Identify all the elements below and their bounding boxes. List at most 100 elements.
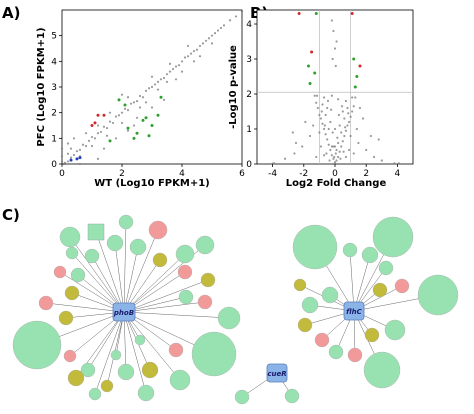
data-point-gray [150,106,154,109]
data-point-gray [147,87,151,90]
network-node [67,369,85,387]
network-node [110,349,122,361]
data-point-gray [234,15,238,18]
data-point-gray [228,19,232,22]
data-point-gray [319,145,323,148]
y-tick-label: 4 [51,57,57,67]
network-edge [123,311,147,394]
network-node [217,306,241,330]
network-node [293,278,307,292]
data-point-gray [308,134,312,138]
data-point-gray [150,85,154,89]
data-point-green [352,57,356,61]
data-point-gray [347,112,350,115]
data-point-gray [150,75,154,78]
y-tick-label: 1 [51,134,57,144]
panel-b-x-ticks: -4 -2 0 2 4 [268,164,401,179]
data-point-gray [337,98,340,101]
network-edge [45,302,125,313]
data-point-gray [330,145,333,148]
y-tick-label: 0 [246,160,252,170]
data-point-gray [332,157,335,160]
panel-a-y-axis-label: PFC (Log10 FPKM+1) [36,27,47,146]
y-tick-label: 2 [51,109,57,119]
data-point-gray [120,121,124,125]
x-tick-label: 4 [179,169,185,179]
network-node [175,244,195,264]
data-point-gray [319,117,323,120]
data-point-gray [126,109,130,112]
data-point-gray [347,148,351,152]
data-point-gray [340,131,343,134]
network-node [64,285,80,301]
data-point-gray [351,96,354,99]
data-point-gray [186,55,190,58]
data-point-gray [168,70,172,73]
x-tick-label: -2 [299,169,308,179]
network-edge [106,311,125,387]
data-point-red [90,124,94,127]
data-point-green [117,98,121,102]
data-point-gray [84,144,88,148]
data-point-gray [219,26,223,30]
network-node [417,274,459,316]
network-node [100,379,114,393]
data-point-gray [332,145,335,148]
data-point-gray [316,106,319,110]
network-node [58,310,74,326]
panel-b-x-axis-label: Log2 Fold Change [286,178,387,189]
data-point-green [308,82,312,85]
data-point-red [93,121,97,125]
network-edge [69,236,125,313]
data-point-gray [210,34,214,37]
data-point-green [147,134,151,138]
network-node [178,289,194,305]
network-edge [349,249,355,312]
network-edge [123,229,159,313]
data-point-gray [198,55,202,58]
network-edge [95,231,125,313]
network-node [321,286,339,304]
x-tick-label: 2 [119,169,125,179]
data-point-gray [78,162,82,166]
data-point-gray [162,98,166,101]
data-point-blue [75,157,79,161]
data-point-gray [132,101,136,104]
network-edge [123,311,181,381]
data-point-gray [105,126,109,130]
data-point-gray [333,155,336,159]
data-point-gray [60,155,64,158]
data-point-gray [352,152,355,155]
network-node [284,388,300,404]
data-point-gray [195,48,199,51]
data-point-gray [72,153,76,157]
data-point-gray [293,152,296,155]
data-point-gray [63,162,67,166]
network-edge [123,311,230,319]
data-point-gray [304,120,307,124]
data-point-gray [312,124,315,127]
data-point-gray [352,105,355,108]
data-point-gray [240,10,244,13]
data-point-red [350,12,354,15]
data-point-gray [126,129,130,132]
data-point-gray [344,129,348,132]
data-point-gray [96,157,100,160]
data-point-gray [183,56,187,59]
data-point-green [150,124,154,127]
network-node [372,216,414,258]
data-point-gray [294,141,298,145]
data-point-gray [323,124,326,127]
panel-b-y-axis-label: -Log10 p-value [228,45,239,129]
data-point-gray [123,107,127,110]
data-point-gray [159,78,163,81]
data-point-gray [105,134,109,137]
data-point-gray [138,94,142,98]
data-point-gray [327,127,330,131]
data-point-gray [153,83,157,86]
data-point-gray [372,155,376,159]
network-node [152,252,168,268]
data-point-gray [329,148,332,152]
network-edge [123,301,206,313]
data-point-gray [334,64,337,68]
